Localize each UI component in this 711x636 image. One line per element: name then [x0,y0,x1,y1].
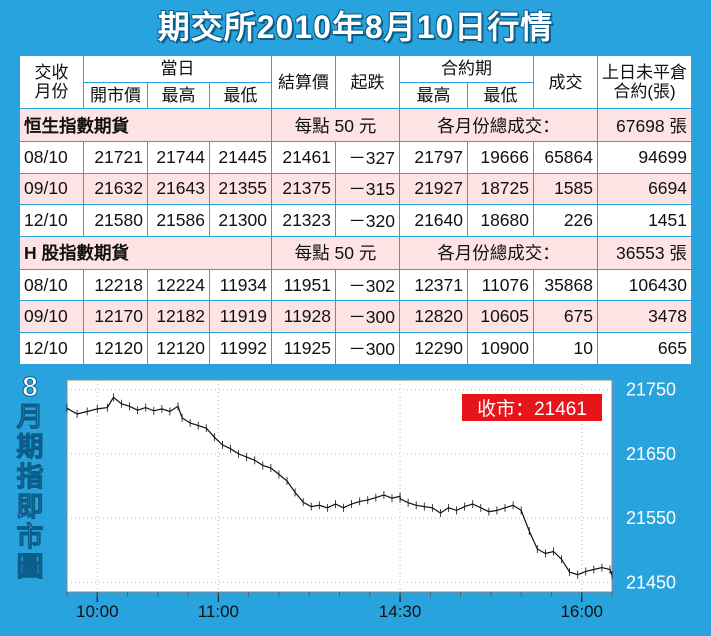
close-label-box [462,394,602,421]
section-header-hshares: H 股指數期貨 每點 50 元 各月份總成交： 36553 張 [18,236,693,270]
table-row: 08/10 21721 21744 21445 21461 －327 21797 19666 6… [19,140,693,174]
month-header: 交收 月份 [19,54,84,110]
y-tick-label: 21650 [626,444,676,464]
table-row: 08/10 12218 12224 11934 11951 －302 12371 11076 3… [19,268,693,302]
x-tick-label: 10:00 [76,602,119,621]
chart-label-char: 圖 [17,552,44,582]
low-header: 最低 [208,81,273,110]
chart-label-char: 即 [17,492,44,522]
contract-low-header: 最低 [467,81,535,110]
open-header: 開市價 [83,81,148,110]
contract-group-header: 合約期 [399,55,535,83]
total-label: 各月份總成交： [399,108,599,142]
section-header-hsi: 恒生指數期貨 每點 50 元 各月份總成交： 67698 張 [18,108,693,142]
table-row: 12/10 12120 12120 11992 11925 －300 12290 10900 1… [19,332,693,365]
high-header: 最高 [147,81,210,110]
chart-label-char: 市 [17,521,44,552]
total-value: 36553 張 [597,236,693,270]
x-tick-label: 14:30 [379,602,422,621]
contract-high-header: 最高 [399,81,469,110]
y-tick-label: 21450 [626,572,676,592]
section-name: H 股指數期貨 [18,236,273,270]
x-tick-label: 16:00 [560,602,603,621]
total-label: 各月份總成交： [399,236,599,270]
chart-label-char: 期 [17,432,44,462]
total-value: 67698 張 [597,108,693,142]
y-tick-label: 21550 [626,508,676,528]
y-tick-label: 21750 [626,380,676,400]
change-header: 起跌 [335,54,401,110]
x-tick-label: 11:00 [198,602,239,621]
futures-table: 交收 月份 當日 結算價 起跌 合約期 成交 上日未平倉 合約(張) 開市價 最高 … [18,54,693,365]
day-group-header: 當日 [82,55,273,83]
chart-label-char: 月 [16,402,44,432]
table-row: 12/10 21580 21586 21300 21323 －320 21640 18680 2… [19,204,693,238]
section-name: 恒生指數期貨 [18,108,273,142]
table-row: 09/10 21632 21643 21355 21375 －315 21927 18725 1… [19,172,693,206]
chart-label-char: 指 [17,462,44,492]
page-title: 期交所2010年8月10日行情 [157,9,554,45]
volume-header: 成交 [533,54,599,110]
price-line [66,396,613,576]
intraday-chart: 8 月期指即市圖 10:00 11:00 14:30 16:00 21750 21650 215… [0,371,711,631]
point-value: 每點 50 元 [271,108,401,142]
open-interest-header: 上日未平倉 合約(張) [597,54,693,110]
settle-header: 結算價 [271,54,337,110]
chart-label-char: 8 [22,372,38,402]
table-row: 09/10 12170 12182 11919 11928 －300 12820 10605 6… [19,300,693,334]
close-label: 收市：21461 [477,398,587,420]
point-value: 每點 50 元 [271,236,401,270]
